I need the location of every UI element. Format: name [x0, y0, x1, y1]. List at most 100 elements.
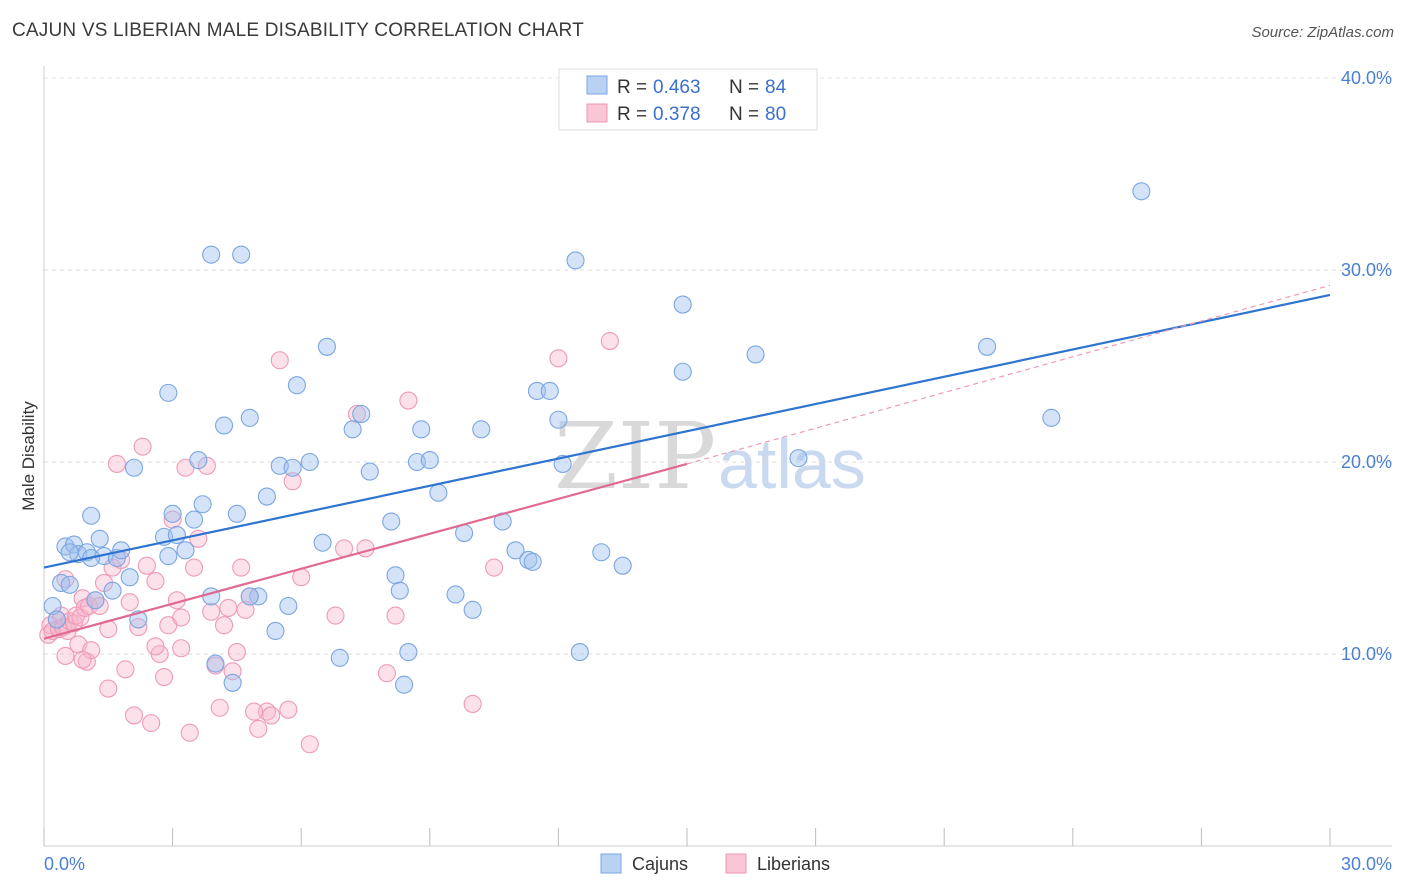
cajun-point-69 [673, 295, 692, 314]
bottom-legend-cajuns: Cajuns [632, 854, 688, 874]
cajun-point-34 [266, 621, 285, 641]
liberian-point-79 [326, 606, 345, 625]
cajun-point-12 [103, 581, 122, 600]
liberian-point-50 [227, 643, 246, 662]
liberian-point-22 [99, 679, 118, 698]
cajun-point-62 [540, 381, 559, 401]
legend-r-label-2: R = [617, 104, 647, 125]
cajun-point-36 [279, 596, 298, 616]
bottom-legend-swatch-liberians [725, 853, 747, 874]
cajun-point-8 [82, 506, 101, 525]
liberian-point-68 [485, 558, 504, 577]
cajun-point-0 [43, 596, 62, 616]
trend-lines [43, 284, 1331, 640]
cajun-point-43 [343, 420, 362, 439]
cajun-point-66 [570, 643, 589, 662]
liberian-point-72 [73, 650, 92, 669]
liberian-point-47 [214, 616, 234, 635]
liberian-point-57 [270, 351, 289, 370]
cajun-point-20 [163, 504, 182, 523]
bottom-legend-swatch-cajuns [600, 853, 622, 874]
legend: R = 0.463 N = 84 R = 0.378 N = 80 [558, 68, 818, 131]
cajun-point-19 [159, 547, 178, 566]
liberian-point-48 [219, 598, 238, 617]
cajuns-points [43, 182, 1151, 694]
liberian-point-67 [463, 694, 482, 713]
liberian-point-54 [249, 719, 268, 738]
legend-swatch-cajuns [586, 75, 608, 95]
liberian-point-58 [283, 472, 302, 491]
y-tick-label-40: 40.0% [1341, 68, 1392, 88]
liberian-point-65 [386, 606, 405, 625]
liberian-point-29 [129, 618, 148, 637]
liberian-point-78 [279, 700, 298, 719]
axes [43, 66, 1392, 847]
liberian-point-35 [154, 667, 174, 687]
cajun-point-31 [240, 408, 259, 427]
cajun-point-23 [184, 510, 204, 529]
cajun-point-29 [223, 673, 242, 692]
cajun-point-21 [159, 383, 178, 402]
x-tick-label-start: 0.0% [44, 854, 85, 874]
cajun-point-57 [472, 420, 491, 439]
cajun-point-51 [412, 420, 431, 439]
liberian-point-77 [244, 702, 264, 721]
cajun-point-72 [789, 449, 808, 468]
cajun-point-83 [523, 552, 542, 571]
legend-r-value-2: 0.378 [653, 104, 701, 125]
cajun-point-49 [399, 643, 418, 662]
cajun-point-68 [613, 556, 632, 575]
liberian-point-24 [107, 454, 126, 473]
liberians-trend-line [43, 462, 688, 640]
legend-n-value-1: 84 [765, 77, 787, 98]
y-tick-label-20: 20.0% [1341, 452, 1392, 472]
cajun-point-75 [1132, 182, 1151, 201]
liberian-point-75 [172, 639, 191, 658]
liberian-point-71 [56, 646, 75, 665]
cajun-point-37 [283, 458, 302, 477]
cajun-point-54 [446, 585, 465, 604]
legend-swatch-liberians [586, 103, 608, 123]
cajun-point-80 [60, 543, 79, 562]
cajun-point-65 [566, 251, 585, 270]
cajun-point-47 [386, 566, 405, 585]
cajun-point-44 [352, 404, 371, 424]
cajun-point-4 [60, 575, 79, 594]
cajun-point-70 [673, 362, 692, 381]
liberian-point-76 [202, 602, 221, 621]
cajun-point-15 [120, 568, 139, 587]
cajun-point-40 [313, 533, 332, 552]
cajun-point-67 [592, 543, 611, 562]
liberian-point-41 [180, 723, 199, 742]
cajun-point-9 [86, 591, 105, 610]
liberians-trend-extension [686, 284, 1331, 465]
cajun-point-33 [257, 487, 276, 506]
cajun-point-73 [978, 337, 997, 356]
liberian-point-51 [232, 558, 251, 577]
liberian-point-26 [116, 660, 135, 679]
cajun-point-64 [553, 454, 572, 473]
cajun-point-30 [227, 504, 246, 523]
x-tick-label-end: 30.0% [1341, 854, 1392, 874]
liberian-point-74 [146, 637, 165, 656]
cajun-point-46 [382, 512, 401, 531]
legend-n-label-1: N = [729, 77, 759, 98]
cajun-point-38 [287, 376, 306, 395]
y-tick-label-30: 30.0% [1341, 260, 1392, 280]
cajun-point-52 [420, 451, 439, 470]
liberian-point-33 [146, 571, 165, 591]
liberian-point-52 [236, 600, 255, 619]
liberian-point-60 [300, 735, 319, 754]
chart-title: CAJUN VS LIBERIAN MALE DISABILITY CORREL… [12, 20, 584, 41]
bottom-legend: Cajuns Liberians [600, 853, 830, 874]
liberian-point-63 [356, 539, 375, 558]
cajun-point-42 [330, 648, 349, 667]
cajun-point-56 [463, 600, 482, 619]
y-tick-label-10: 10.0% [1341, 644, 1392, 664]
cajun-point-28 [214, 416, 234, 435]
cajun-point-45 [360, 462, 379, 481]
liberian-point-46 [210, 698, 229, 717]
liberian-point-56 [262, 706, 281, 725]
liberian-point-42 [184, 558, 204, 577]
liberian-point-30 [133, 437, 152, 456]
